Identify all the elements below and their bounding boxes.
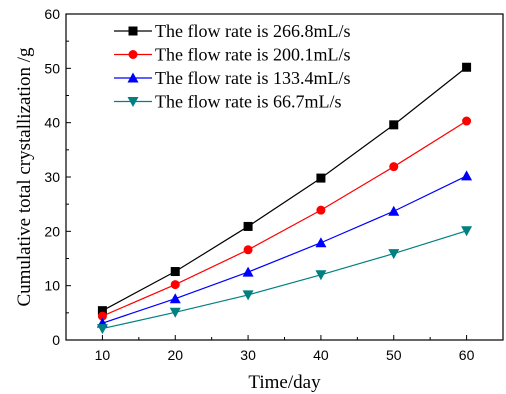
- series-2-point: [171, 280, 180, 289]
- y-tick-label: 30: [44, 169, 60, 185]
- series-2-point: [462, 117, 471, 126]
- series-line-2: [102, 121, 466, 316]
- series-2-point: [389, 162, 398, 171]
- series-1-point: [462, 63, 471, 72]
- x-tick-label: 40: [313, 347, 329, 363]
- x-tick-label: 20: [167, 347, 183, 363]
- series-2-point: [316, 206, 325, 215]
- legend-marker: [129, 50, 138, 59]
- y-axis-title: Cumulative total crystallization /g: [14, 47, 35, 307]
- x-tick-label: 10: [95, 347, 111, 363]
- series-1-point: [389, 120, 398, 129]
- series-2-point: [244, 245, 253, 254]
- x-tick-label: 50: [386, 347, 402, 363]
- x-tick-label: 60: [459, 347, 475, 363]
- series-3-point: [315, 237, 326, 247]
- legend-marker: [129, 27, 138, 36]
- y-tick-label: 0: [52, 332, 60, 348]
- series-3-point: [388, 206, 399, 216]
- series-3-point: [243, 267, 254, 277]
- legend-label: The flow rate is 66.7mL/s: [155, 92, 341, 112]
- y-tick-label: 20: [44, 223, 60, 239]
- y-tick-label: 40: [44, 115, 60, 131]
- x-tick-label: 30: [240, 347, 256, 363]
- series-1-point: [316, 174, 325, 183]
- y-tick-label: 10: [44, 278, 60, 294]
- y-tick-label: 60: [44, 6, 60, 22]
- series-1-point: [244, 222, 253, 231]
- x-axis-title: Time/day: [248, 372, 321, 393]
- series-4-point: [97, 324, 108, 334]
- series-line-3: [102, 176, 466, 323]
- legend-label: The flow rate is 200.1mL/s: [155, 45, 350, 65]
- y-tick-label: 50: [44, 60, 60, 76]
- legend-label: The flow rate is 266.8mL/s: [155, 21, 350, 41]
- series-3-point: [461, 170, 472, 180]
- legend-label: The flow rate is 133.4mL/s: [155, 68, 350, 88]
- series-line-4: [102, 231, 466, 329]
- series-1-point: [171, 267, 180, 276]
- series-3-point: [170, 293, 181, 303]
- series-4-point: [461, 226, 472, 236]
